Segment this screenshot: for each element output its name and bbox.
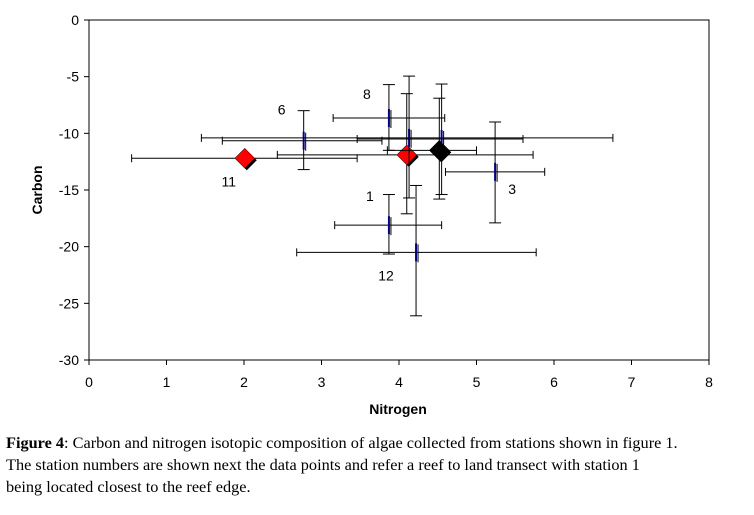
x-axis-title: Nitrogen <box>369 401 427 417</box>
y-tick-label: 0 <box>71 12 79 28</box>
caption-line-3: being located closest to the reef edge. <box>6 477 251 496</box>
x-tick-label: 2 <box>240 374 248 390</box>
x-tick-label: 6 <box>550 374 558 390</box>
x-tick-label: 1 <box>163 374 171 390</box>
station-label: 8 <box>363 86 371 102</box>
y-tick-label: -5 <box>67 69 80 85</box>
y-tick-label: -30 <box>59 352 79 368</box>
station-label: 11 <box>222 173 237 189</box>
x-tick-label: 0 <box>85 374 93 390</box>
x-tick-label: 3 <box>318 374 326 390</box>
y-tick-label: -25 <box>59 295 79 311</box>
station-label: 3 <box>508 181 516 197</box>
figure-label: Figure 4 <box>6 433 65 452</box>
station-label: 12 <box>378 267 394 283</box>
station-label: 1 <box>366 188 374 204</box>
figure-caption: Figure 4: Carbon and nitrogen isotopic c… <box>6 432 678 498</box>
x-tick-label: 5 <box>473 374 481 390</box>
y-tick-label: -20 <box>59 239 79 255</box>
scatter-chart: 0 1 2 3 4 5 6 7 80-5-10-15-20-25-30NitrogenCarbo… <box>29 12 713 417</box>
plot-area <box>88 19 710 361</box>
y-tick-label: -10 <box>59 125 79 141</box>
y-tick-label: -15 <box>59 182 79 198</box>
x-tick-label: 4 <box>395 374 403 390</box>
station-label: 6 <box>278 102 286 118</box>
y-axis-title: Carbon <box>29 166 45 215</box>
red-diamond-marker <box>234 147 256 169</box>
x-tick-label: 8 <box>705 374 713 390</box>
x-tick-label: 7 <box>628 374 636 390</box>
caption-text-1: : Carbon and nitrogen isotopic compositi… <box>64 433 678 452</box>
caption-line-1: Figure 4: Carbon and nitrogen isotopic c… <box>6 432 678 454</box>
caption-line-2: The station numbers are shown next the d… <box>6 455 640 474</box>
black-diamond-marker <box>428 139 450 161</box>
